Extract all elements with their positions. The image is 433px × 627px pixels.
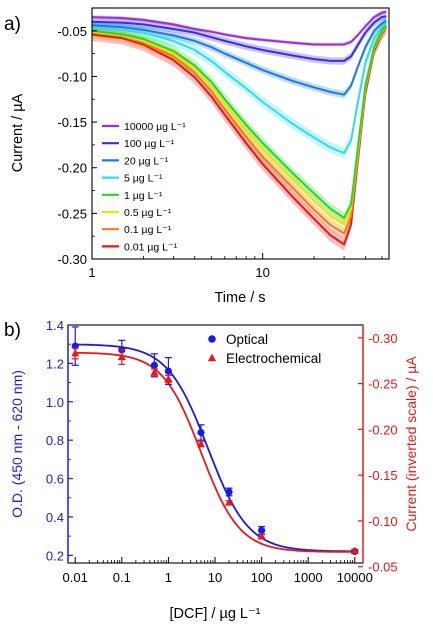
panel-a-chart: -0.05 -0.10 -0.15 -0.20 -0.25 -0.301 10 10000 … (10, 7, 390, 306)
panel-b-left-axis-label: O.D. (450 nm - 620 nm) (9, 370, 25, 518)
panel-b-x-tick-label: 1000 (294, 570, 323, 585)
panel-b-letter: b) (4, 320, 21, 341)
panel-b-left-tick-label: 0.2 (46, 548, 64, 563)
fit-curve-electrochemical (75, 351, 355, 553)
panel-b-right-axis-label: Current (inverted scale) / µA (403, 356, 419, 532)
panel-b-x-tick-label: 0.01 (63, 570, 88, 585)
data-point-optical (150, 361, 158, 369)
panel-a-y-tick-label: -0.10 (57, 69, 87, 84)
legend-label: 100 µg L⁻¹ (124, 138, 175, 150)
data-point-optical (197, 428, 205, 437)
panel-a-x-tick-label: 1 (88, 265, 95, 280)
band-0-5-g-l (92, 20, 387, 230)
panel-a-x-tick-label: 10 (255, 265, 269, 280)
band-20-g-l (92, 17, 387, 99)
panel-b-left-tick-label: 1.2 (46, 356, 64, 371)
data-point-electrochemical (117, 352, 126, 361)
panel-a-plot-frame (91, 7, 390, 260)
panel-b-right-tick-label: -0.05 (368, 560, 398, 575)
panel-b-left-tick-label: 0.8 (46, 433, 64, 448)
data-point-electrochemical (350, 546, 359, 555)
band-5-g-l (92, 17, 387, 159)
data-point-electrochemical (164, 374, 173, 383)
panel-a-y-tick-label: -0.05 (57, 24, 87, 39)
panel-b-x-tick-label: 1 (165, 570, 172, 585)
legend-label: 0.5 µg L⁻¹ (124, 207, 172, 219)
panel-b-right-tick-label: -0.25 (368, 377, 398, 392)
fit-curve-optical (75, 343, 355, 553)
legend-marker (207, 353, 217, 362)
panel-b-x-tick-label: 0.1 (113, 570, 131, 585)
data-point-optical (164, 367, 173, 375)
panel-b-right-tick-label: -0.30 (368, 331, 398, 346)
data-point-electrochemical (150, 368, 159, 376)
panel-b-left-tick-label: 1.0 (46, 395, 64, 410)
panel-b-right-tick-label: -0.20 (368, 422, 398, 437)
legend-label: 20 µg L⁻¹ (124, 155, 169, 167)
data-point-electrochemical (225, 498, 234, 506)
panel-b-chart: 0.2 0.4 0.6 0.8 1.0 1.2 1.4 -0.05 -0.10 -0.15 -0.2… (9, 318, 419, 622)
series-line-20-g-l (91, 19, 387, 96)
band-0-01-g-l (92, 20, 387, 251)
panel-a-x-axis-label: Time / s (214, 290, 265, 306)
panel-b-x-tick-label: 10 (208, 570, 222, 585)
panel-a-y-tick-label: -0.25 (57, 206, 87, 221)
band-100-g-l (92, 12, 387, 65)
series-line-10000-g-l (91, 10, 387, 46)
panel-a-y-tick-label: -0.15 (57, 115, 87, 130)
panel-b-left-tick-label: 1.4 (46, 318, 64, 333)
panel-b-right-tick-label: -0.10 (368, 514, 398, 529)
legend-marker (208, 335, 216, 343)
panel-b-x-axis-label: [DCF] / µg L⁻¹ (170, 606, 261, 622)
panel-a-y-tick-label: -0.20 (57, 161, 87, 176)
series-line-1-g-l (91, 24, 388, 219)
series-line-100-g-l (91, 15, 387, 62)
panel-b-x-tick-label: 100 (251, 570, 273, 585)
legend-label: Optical (226, 332, 268, 347)
data-point-electrochemical (196, 439, 205, 447)
panel-a-y-tick-label: -0.30 (57, 252, 87, 267)
legend-label: 0.01 µg L⁻¹ (124, 241, 178, 253)
panel-b-left-tick-label: 0.4 (46, 510, 64, 525)
legend-label: 10000 µg L⁻¹ (124, 121, 186, 133)
legend-label: Electrochemical (226, 351, 321, 366)
panel-b-left-tick-label: 0.6 (46, 472, 64, 487)
panel-a-letter: a) (4, 14, 21, 35)
legend-label: 5 µg L⁻¹ (124, 173, 163, 185)
data-point-optical (258, 526, 266, 534)
data-point-electrochemical (71, 349, 80, 357)
band-0-1-g-l (92, 20, 387, 239)
data-point-electrochemical (257, 532, 266, 540)
series-line-5-g-l (91, 21, 388, 155)
panel-b-x-tick-label: 10000 (337, 570, 373, 585)
data-point-optical (225, 488, 233, 496)
legend-label: 0.1 µg L⁻¹ (124, 224, 172, 236)
legend-label: 1 µg L⁻¹ (124, 190, 163, 202)
panel-b-right-tick-label: -0.15 (368, 468, 398, 483)
panel-a-y-axis-label: Current / µA (10, 93, 26, 172)
